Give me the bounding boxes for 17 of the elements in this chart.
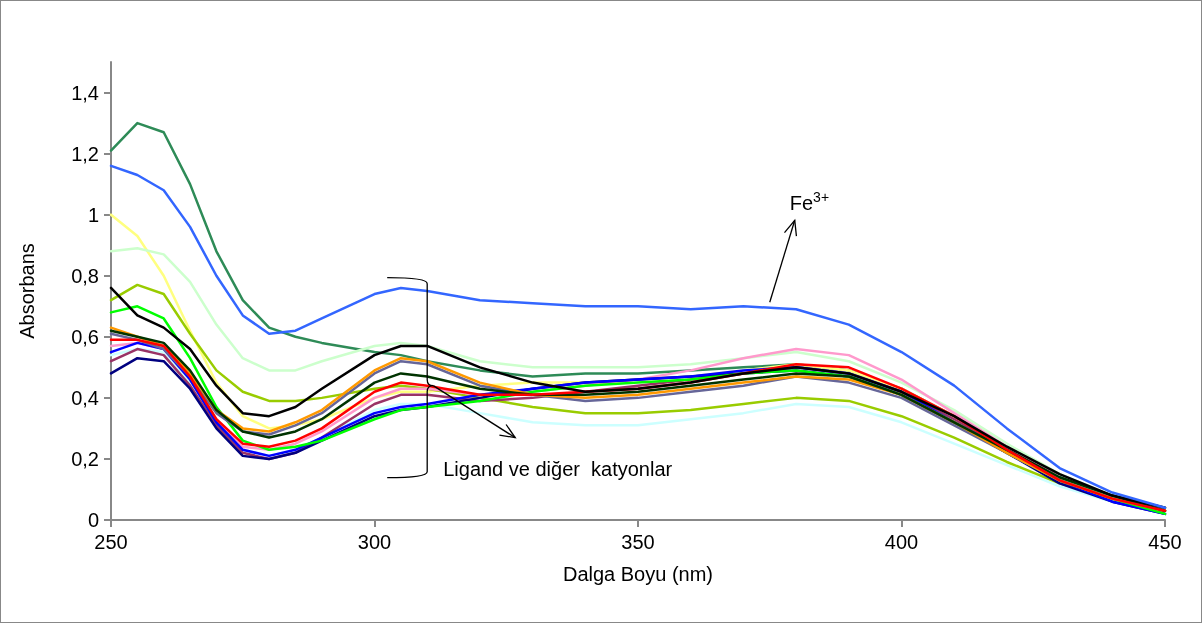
y-tick-label: 0,8 [71, 264, 99, 287]
y-tick-label: 0,4 [71, 386, 99, 409]
y-tick-label: 0 [87, 509, 99, 531]
y-tick-label: 0,2 [71, 447, 99, 470]
x-tick-label: 450 [1148, 531, 1182, 553]
y-axis-title: Absorbans [16, 243, 38, 339]
x-tick-label: 400 [884, 531, 919, 553]
y-tick-label: 0,6 [71, 325, 99, 348]
y-tick-label: 1,4 [71, 81, 99, 104]
annotation: Fe$^{3+}$ [789, 189, 830, 215]
annotation: Ligand ve diğer katyonlar [443, 457, 673, 480]
x-tick-label: 300 [357, 531, 392, 553]
x-tick-label: 250 [94, 531, 128, 553]
y-tick-label: 1 [87, 203, 99, 226]
x-tick-label: 350 [621, 531, 655, 553]
y-tick-label: 1,2 [71, 142, 99, 165]
x-axis-title: Dalga Boyu (nm) [562, 563, 714, 585]
